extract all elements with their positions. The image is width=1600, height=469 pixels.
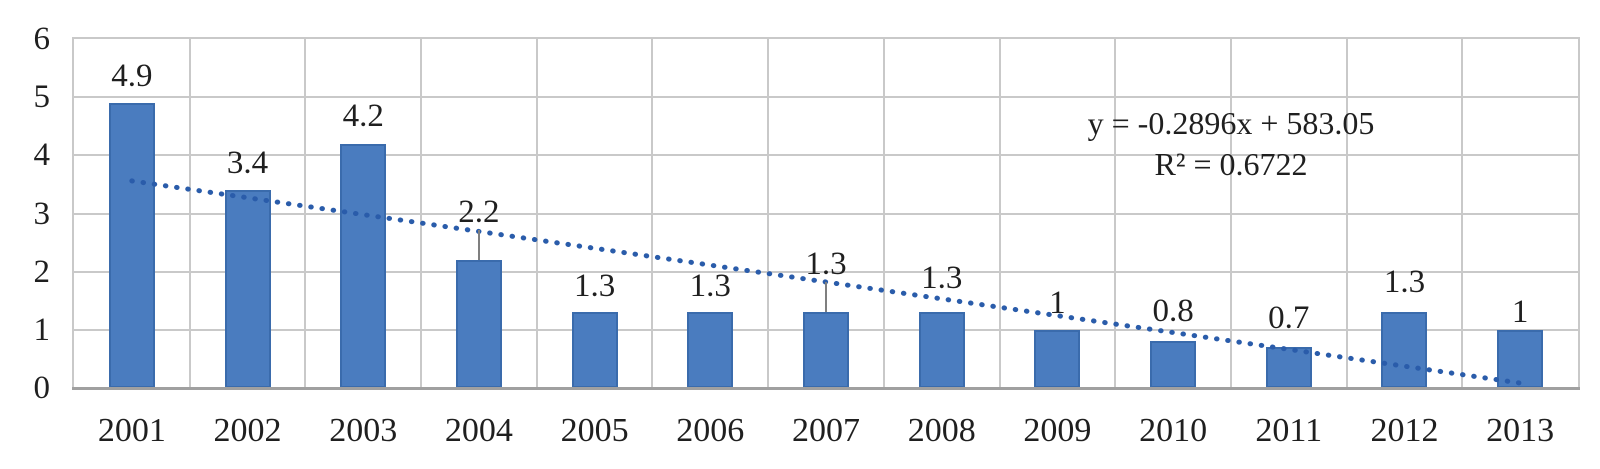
x-axis-tick-label: 2013 bbox=[1486, 412, 1555, 449]
vertical-gridline bbox=[651, 39, 654, 388]
trendline-equation: y = -0.2896x + 583.05 R² = 0.6722 bbox=[1019, 103, 1443, 185]
bar-2002 bbox=[224, 190, 271, 388]
vertical-gridline bbox=[1345, 39, 1348, 388]
x-axis-tick-label: 2004 bbox=[444, 412, 513, 449]
bar-2011 bbox=[1265, 347, 1312, 388]
r-squared-line: R² = 0.6722 bbox=[1154, 146, 1308, 182]
bar-value-label: 1.3 bbox=[1383, 264, 1426, 301]
bar-2001 bbox=[108, 102, 155, 388]
x-axis-tick-label: 2011 bbox=[1255, 412, 1323, 449]
vertical-gridline bbox=[188, 39, 191, 388]
vertical-gridline bbox=[304, 39, 307, 388]
label-leader-line bbox=[825, 282, 827, 313]
x-axis-line bbox=[72, 387, 1580, 390]
bar-value-label: 4.2 bbox=[342, 97, 384, 134]
bar-value-label: 2.2 bbox=[458, 194, 500, 231]
equation-line: y = -0.2896x + 583.05 bbox=[1087, 105, 1375, 141]
bar-value-label: 3.4 bbox=[226, 145, 269, 182]
horizontal-gridline bbox=[74, 212, 1578, 215]
x-axis-tick-label: 2009 bbox=[1023, 412, 1092, 449]
vertical-gridline bbox=[1461, 39, 1464, 388]
vertical-gridline bbox=[1229, 39, 1232, 388]
bar-2008 bbox=[918, 312, 965, 388]
bar-2009 bbox=[1034, 329, 1081, 388]
bar-value-label: 1.3 bbox=[573, 268, 616, 305]
y-axis-tick-label: 5 bbox=[33, 79, 51, 116]
x-axis-tick-label: 2006 bbox=[676, 412, 745, 449]
bar-value-label: 0.7 bbox=[1268, 300, 1310, 337]
x-axis-tick-label: 2012 bbox=[1370, 412, 1439, 449]
bar-value-label: 1.3 bbox=[805, 246, 847, 283]
vertical-gridline bbox=[535, 39, 538, 388]
bar-2003 bbox=[340, 143, 387, 388]
bar-2012 bbox=[1381, 312, 1428, 388]
vertical-gridline bbox=[420, 39, 423, 388]
horizontal-gridline bbox=[74, 154, 1578, 157]
x-axis-tick-label: 2002 bbox=[213, 412, 282, 449]
y-axis-tick-label: 0 bbox=[33, 370, 51, 406]
bar-value-label: 1 bbox=[1511, 293, 1529, 330]
bar-value-label: 1.3 bbox=[689, 268, 731, 305]
bar-2006 bbox=[687, 312, 734, 388]
x-axis-tick-label: 2007 bbox=[791, 412, 860, 449]
vertical-gridline bbox=[882, 39, 885, 388]
y-axis-tick-label: 6 bbox=[33, 21, 51, 57]
y-axis-tick-label: 4 bbox=[33, 137, 51, 174]
trendline-dotted bbox=[129, 178, 1523, 386]
bar-2005 bbox=[571, 312, 618, 388]
vertical-gridline bbox=[767, 39, 770, 388]
plot-area: 4.9 3.4 4.2 2.2 1.3 1.3 1.3 1.3 1 0.8 0.7 1.3 1 bbox=[72, 37, 1580, 390]
bar-2004 bbox=[455, 260, 502, 388]
y-axis-tick-label: 1 bbox=[33, 311, 51, 348]
label-leader-line bbox=[477, 230, 480, 261]
bar-value-label: 1.3 bbox=[921, 260, 963, 297]
bar-value-label: 4.9 bbox=[111, 57, 153, 94]
bar-value-label: 0.8 bbox=[1152, 293, 1194, 330]
horizontal-gridline bbox=[74, 270, 1578, 273]
bar-2007 bbox=[803, 312, 849, 388]
trendline bbox=[129, 178, 1523, 386]
vertical-gridline bbox=[998, 39, 1001, 388]
vertical-gridline bbox=[1114, 39, 1117, 388]
y-axis-tick-label: 2 bbox=[33, 253, 51, 290]
x-axis-tick-label: 2003 bbox=[329, 412, 398, 449]
x-axis-tick-label: 2001 bbox=[97, 412, 166, 449]
bar-2013 bbox=[1497, 329, 1544, 388]
x-axis-tick-label: 2005 bbox=[560, 412, 629, 449]
horizontal-gridline bbox=[74, 96, 1578, 99]
x-axis-tick-label: 2010 bbox=[1139, 412, 1208, 449]
x-axis-tick-label: 2008 bbox=[907, 412, 976, 449]
y-axis-tick-label: 3 bbox=[33, 195, 51, 232]
bar-2010 bbox=[1150, 341, 1197, 388]
bar-value-label: 1 bbox=[1049, 284, 1066, 321]
